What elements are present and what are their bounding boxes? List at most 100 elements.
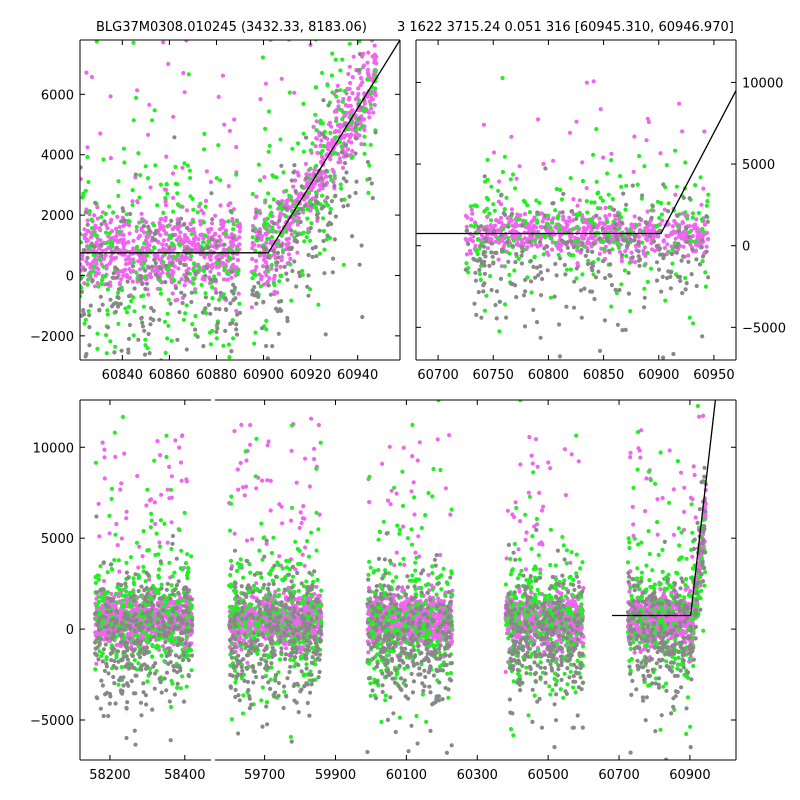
full-gray-point [158,559,163,564]
season-gray-point [519,253,524,258]
season-gray-point [538,270,543,275]
zoom-green-point [91,252,96,258]
full-pink-point [115,543,120,548]
zoom-pink-point [203,198,209,203]
full-green-point [180,598,185,603]
zoom-gray-point [341,204,346,209]
season-gray-point [600,226,605,231]
zoom-pink-point [192,246,197,252]
season-gray-point [572,279,577,284]
season-gray-point [554,273,559,278]
zoom-pink-point [109,255,114,260]
zoom-green-point [308,198,313,203]
zoom-pink-point [267,276,272,281]
zoom-pink-point [178,230,183,235]
zoom-gray-point [257,230,262,235]
zoom-gray-point [268,292,273,297]
zoom-green-point [334,94,339,99]
season-gray-point [637,263,642,268]
zoom-pink-point [127,257,133,262]
zoom-green-point [265,216,270,221]
full-gray-point [103,625,108,630]
full-gray-point [100,683,105,688]
full-green-point [162,521,167,526]
full-green-point [154,643,160,648]
full-gray-point [108,618,114,623]
season-gray-point [510,282,515,287]
zoom-green-point [121,363,125,367]
full-gray-point [124,570,129,575]
full-gray-point [133,611,138,617]
season-gray-point [700,254,706,259]
season-green-point [559,197,565,202]
zoom-pink-point [85,218,90,223]
season-pink-point [557,246,563,251]
full-gray-point [164,688,169,693]
zoom-green-point [145,253,150,258]
zoom-green-point [191,281,196,286]
zoom-pink-point [138,255,143,260]
season-pink-point [652,248,658,253]
zoom-gray-point [254,210,259,215]
zoom-pink-point [150,268,155,273]
season-green-point [580,272,585,277]
season-green-point [492,208,497,213]
zoom-pink-point [300,0,304,1]
season-gray-point [491,228,496,234]
full-pink-point [153,521,158,527]
zoom-pink-point [329,124,334,129]
zoom-gray-point [326,103,331,108]
full-gray-point [128,595,133,600]
zoom-gray-point [143,286,148,291]
zoom-gray-point [234,393,238,397]
season-gray-point [506,259,511,264]
season-pink-point [702,222,708,227]
zoom-green-point [90,226,95,231]
zoom-green-point [261,222,267,227]
season-gray-point [615,322,621,327]
season-gray-point [492,250,498,255]
full-gray-point [120,622,125,627]
zoom-green-point [110,244,115,249]
zoom-pink-point [250,256,255,262]
season-gray-point [636,241,641,246]
season-pink-point [590,236,595,241]
full-gray-point [98,636,103,642]
zoom-gray-point [120,206,125,211]
zoom-green-point [204,251,209,256]
zoom-gray-point [274,267,279,272]
season-pink-point [567,219,573,224]
season-gray-point [597,236,602,241]
full-gray-point [141,690,146,695]
zoom-gray-point [356,68,361,73]
zoom-pink-point [336,160,341,165]
zoom-green-point [152,108,157,113]
zoom-green-point [80,285,84,290]
zoom-pink-point [158,223,163,228]
season-gray-point [620,237,626,242]
season-gray-point [686,234,692,239]
season-gray-point [534,320,540,325]
full-green-point [104,655,109,660]
season-green-point [534,198,539,203]
season-gray-point [491,261,496,266]
zoom-green-point [131,295,136,300]
zoom-gray-point [354,179,359,184]
zoom-pink-point [228,240,233,245]
zoom-pink-point [362,101,367,106]
season-green-point [606,192,611,197]
full-gray-point [181,651,186,656]
zoom-green-point [235,272,240,277]
zoom-green-point [226,219,231,224]
zoom-pink-point [127,267,132,272]
zoom-gray-point [201,247,206,252]
season-gray-point [674,250,680,255]
full-gray-point [109,658,114,663]
zoom-gray-point [108,433,112,437]
season-gray-point [514,295,519,300]
zoom-green-point [116,321,121,326]
zoom-green-point [203,204,208,209]
full-0-plot-area [92,414,195,747]
season-green-point [627,260,632,265]
